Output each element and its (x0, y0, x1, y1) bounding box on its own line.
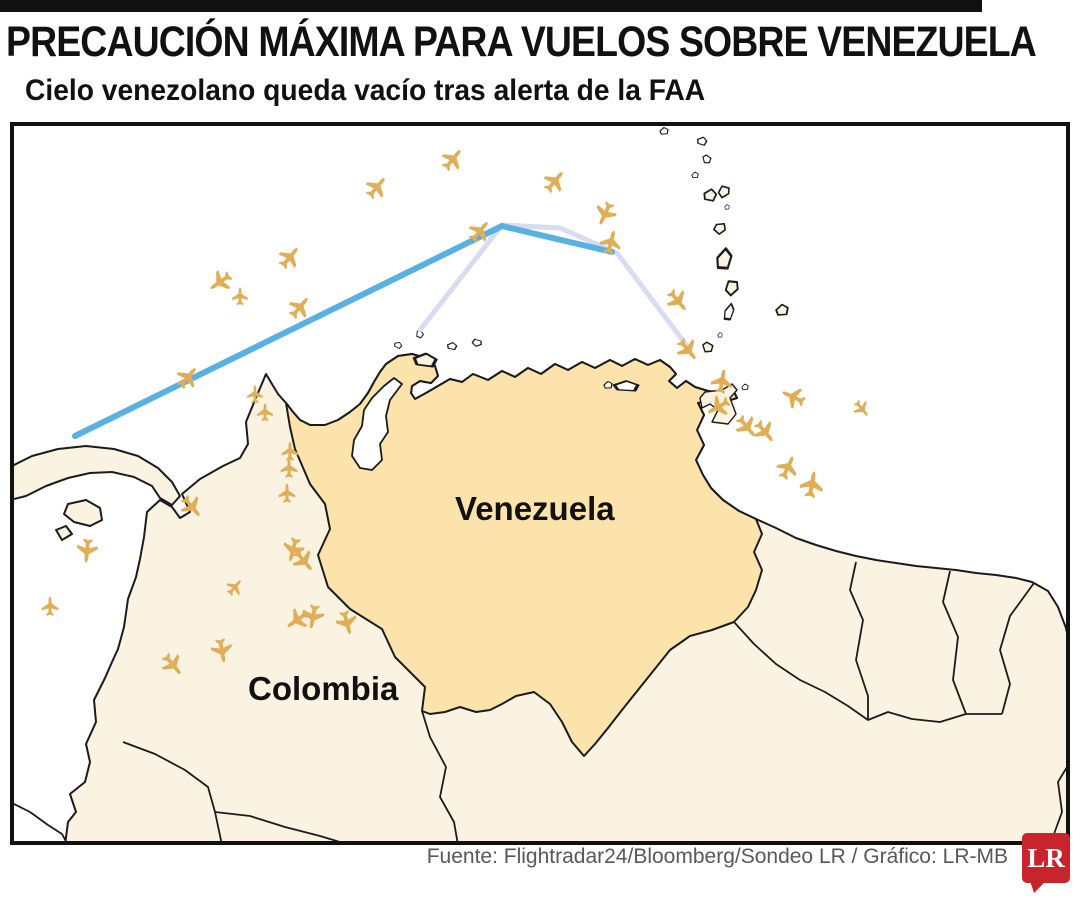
airplane-icon (672, 333, 704, 366)
original-route-line (417, 222, 693, 353)
panama-isthmus (14, 445, 181, 541)
airplane-icon (232, 287, 248, 306)
source-credit: Fuente: Flightradar24/Bloomberg/Sondeo L… (426, 845, 1008, 868)
airplane-icon (749, 415, 781, 448)
airplane-icon (773, 452, 803, 483)
lr-logo-text: LR (1027, 842, 1065, 873)
map-panel: Venezuela Colombia (10, 122, 1070, 845)
country-borders (14, 561, 1066, 841)
airplane-icon (539, 165, 571, 198)
airplane-icon (41, 596, 59, 616)
airplane-icon (590, 198, 620, 229)
lr-logo-tail (1026, 881, 1046, 893)
lr-logo: LR (1022, 833, 1070, 883)
airplane-icon (662, 284, 694, 317)
airplane-icon (204, 266, 237, 298)
airplane-icon (75, 537, 99, 564)
page-subtitle: Cielo venezolano queda vacío tras alerta… (25, 74, 706, 107)
page-title: PRECAUCIÓN MÁXIMA PARA VUELOS SOBRE VENE… (6, 18, 1037, 66)
detour-route-line (72, 223, 615, 439)
header-accent-bar (0, 0, 982, 12)
airplane-icon (850, 396, 874, 421)
label-venezuela: Venezuela (455, 490, 615, 527)
airplane-icon (778, 382, 809, 412)
flight-map: Venezuela Colombia (14, 126, 1066, 841)
airplane-icon (361, 171, 393, 204)
airplane-icon (798, 469, 826, 500)
airplane-icon (437, 143, 469, 176)
label-colombia: Colombia (248, 670, 399, 707)
lake-maracaibo (351, 377, 403, 471)
airplane-icon (274, 241, 306, 274)
